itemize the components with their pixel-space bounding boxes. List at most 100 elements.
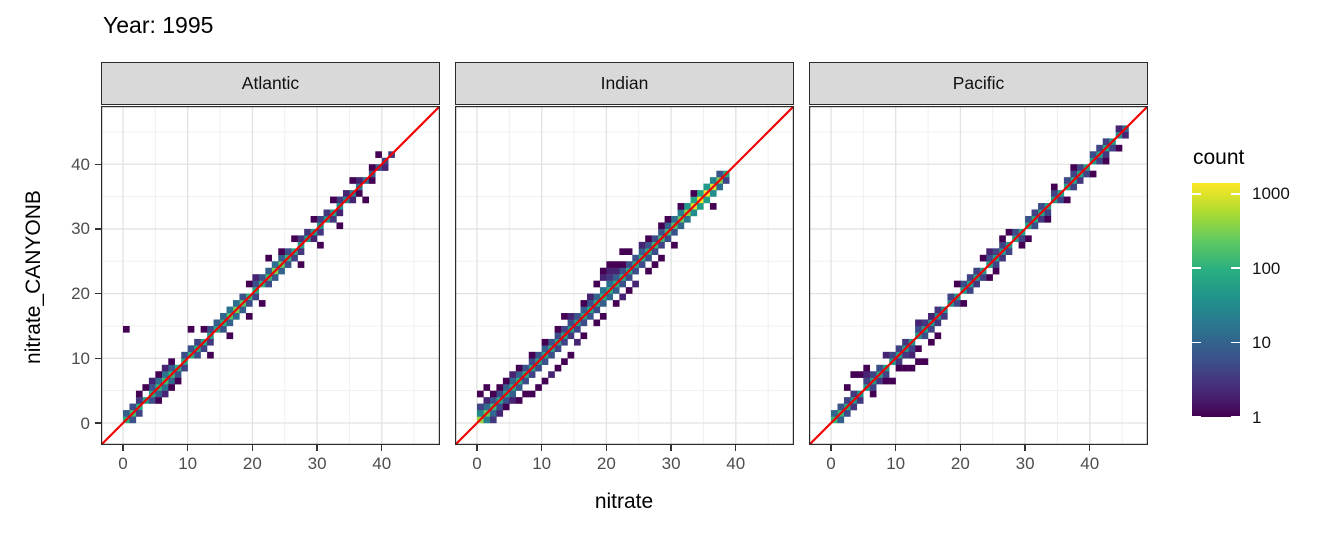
y-tick-label: 10 — [71, 348, 90, 368]
legend-tick-label: 1 — [1252, 407, 1262, 427]
count-bin — [515, 364, 523, 372]
y-axis-title: nitrate_CANYONB — [22, 190, 45, 364]
count-bin — [638, 261, 646, 268]
count-bin — [921, 332, 929, 340]
x-tick-label: 0 — [472, 454, 482, 473]
count-bin — [232, 313, 240, 320]
count-bin — [1005, 228, 1013, 236]
count-bin — [1038, 215, 1045, 223]
count-bin — [606, 293, 614, 301]
legend-title: count — [1193, 146, 1245, 169]
count-bin — [586, 313, 594, 320]
count-bin — [155, 377, 163, 385]
legend-tick-mark — [1192, 267, 1201, 270]
count-bin — [638, 241, 646, 249]
count-bin — [258, 274, 266, 281]
count-bin — [515, 397, 523, 404]
count-bin — [863, 364, 871, 372]
count-bin — [1122, 131, 1129, 139]
count-bin — [664, 235, 672, 243]
count-bin — [554, 332, 562, 340]
count-bin — [619, 280, 626, 288]
count-bin — [625, 248, 633, 255]
count-bin — [148, 384, 156, 391]
panel-border — [101, 106, 440, 445]
facet-label-pacific: Pacific — [952, 73, 1005, 93]
legend-tick-mark — [1192, 416, 1201, 418]
x-tick-mark — [122, 445, 124, 451]
count-bin — [658, 254, 665, 262]
count-bin — [619, 267, 626, 275]
x-tick-label: 30 — [661, 454, 681, 473]
count-bin — [181, 364, 188, 372]
count-bin — [522, 390, 529, 398]
count-bin — [155, 371, 163, 378]
count-bin — [960, 300, 968, 307]
count-bin — [606, 274, 614, 281]
count-bin — [535, 364, 542, 372]
count-bin — [986, 254, 993, 262]
count-bin — [284, 261, 292, 268]
count-bin — [330, 215, 337, 223]
count-bin — [554, 325, 562, 333]
count-bin — [671, 215, 678, 223]
count-bin — [645, 254, 652, 262]
count-bin — [541, 377, 549, 385]
count-bin — [580, 306, 588, 314]
count-bin — [612, 261, 620, 268]
count-bin — [548, 351, 555, 359]
count-bin — [703, 183, 711, 191]
x-tick-label: 0 — [826, 454, 836, 473]
count-bin — [1102, 138, 1110, 146]
count-bin — [1115, 125, 1123, 133]
count-bin — [1050, 190, 1058, 197]
count-bin — [226, 332, 234, 340]
count-bin — [122, 410, 130, 417]
count-bin — [869, 384, 877, 391]
count-bin — [561, 338, 568, 346]
count-bin — [483, 397, 491, 404]
count-bin — [509, 371, 517, 378]
count-bin — [291, 254, 298, 262]
count-bin — [1070, 164, 1078, 171]
count-bin — [541, 345, 549, 353]
count-bin — [690, 196, 698, 204]
count-bin — [928, 325, 935, 333]
count-bin — [323, 209, 331, 217]
count-bin — [638, 248, 646, 255]
count-bin — [716, 183, 724, 191]
count-bin — [843, 397, 851, 404]
count-bin — [658, 222, 665, 230]
count-bin — [515, 371, 523, 378]
y-tick-mark — [95, 357, 101, 359]
count-bin — [645, 241, 652, 249]
count-bin — [535, 351, 542, 359]
count-bin — [161, 390, 169, 398]
x-tick-mark — [1089, 445, 1091, 451]
count-bin — [593, 319, 601, 327]
count-bin — [902, 338, 909, 346]
count-bin — [1089, 170, 1097, 178]
count-bin — [476, 390, 484, 398]
count-bin — [895, 345, 903, 353]
count-bin — [129, 416, 137, 424]
count-bin — [489, 397, 497, 404]
count-bin — [1089, 151, 1097, 158]
count-bin — [561, 313, 568, 320]
count-bin — [226, 306, 234, 314]
count-bin — [161, 384, 169, 391]
count-bin — [342, 190, 350, 197]
count-bin — [200, 325, 208, 333]
count-bin — [226, 319, 234, 327]
count-bin — [1115, 144, 1123, 152]
count-bin — [830, 410, 838, 417]
count-bin — [966, 287, 974, 294]
count-bin — [336, 196, 344, 204]
identity-line — [809, 106, 1148, 445]
count-bin — [336, 209, 344, 217]
count-bin — [625, 274, 633, 281]
legend-tick-label: 1000 — [1252, 184, 1290, 204]
count-bin — [882, 371, 890, 378]
count-bin — [515, 384, 523, 391]
count-bin — [567, 319, 575, 327]
